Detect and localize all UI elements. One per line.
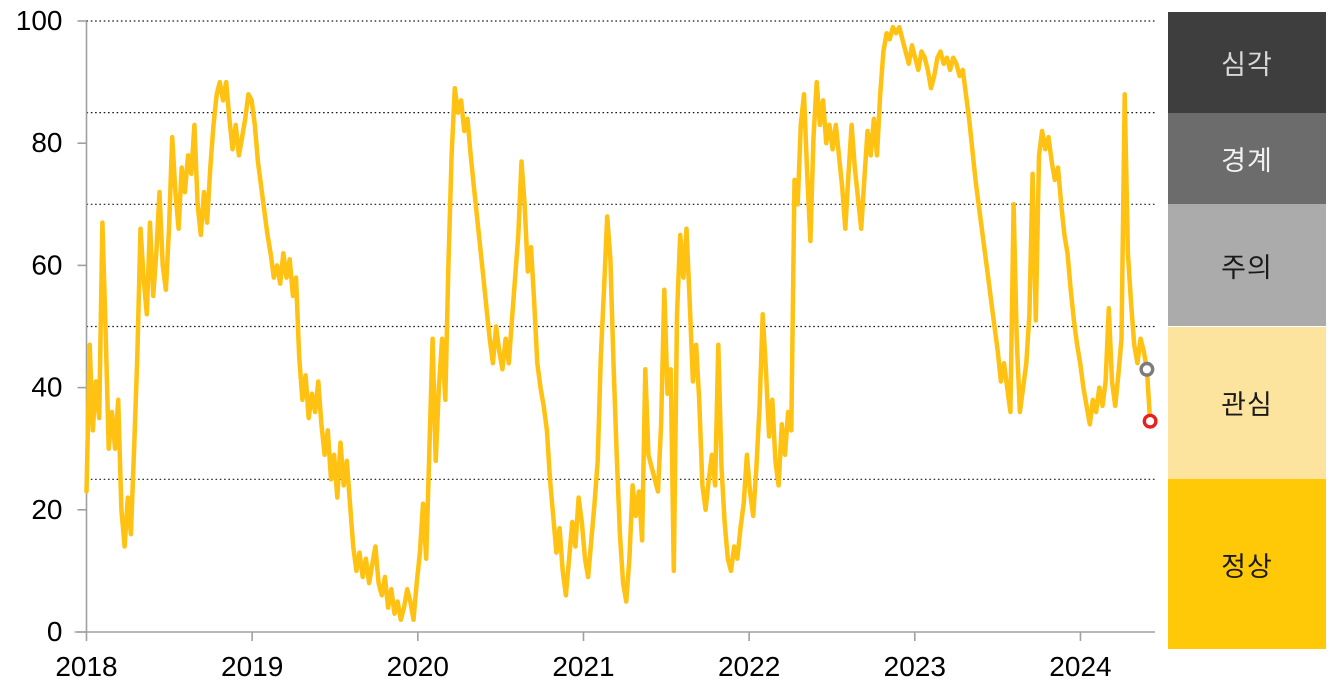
index-line <box>84 24 1153 623</box>
y-tick-label: 0 <box>47 616 63 647</box>
y-tick-label: 40 <box>31 372 62 403</box>
x-tick-label: 2020 <box>387 651 449 682</box>
y-tick-label: 60 <box>31 249 62 280</box>
x-tick-label: 2019 <box>221 651 283 682</box>
x-tick-label: 2021 <box>552 651 614 682</box>
previous-week-marker <box>1139 361 1155 377</box>
x-tick-label: 2022 <box>718 651 780 682</box>
x-tick-label: 2023 <box>884 651 946 682</box>
x-tick-label: 2018 <box>55 651 117 682</box>
x-tick-label: 2024 <box>1049 651 1111 682</box>
latest-value-marker <box>1142 413 1158 429</box>
y-tick-label: 20 <box>31 494 62 525</box>
y-tick-label: 100 <box>16 5 63 36</box>
y-tick-label: 80 <box>31 127 62 158</box>
